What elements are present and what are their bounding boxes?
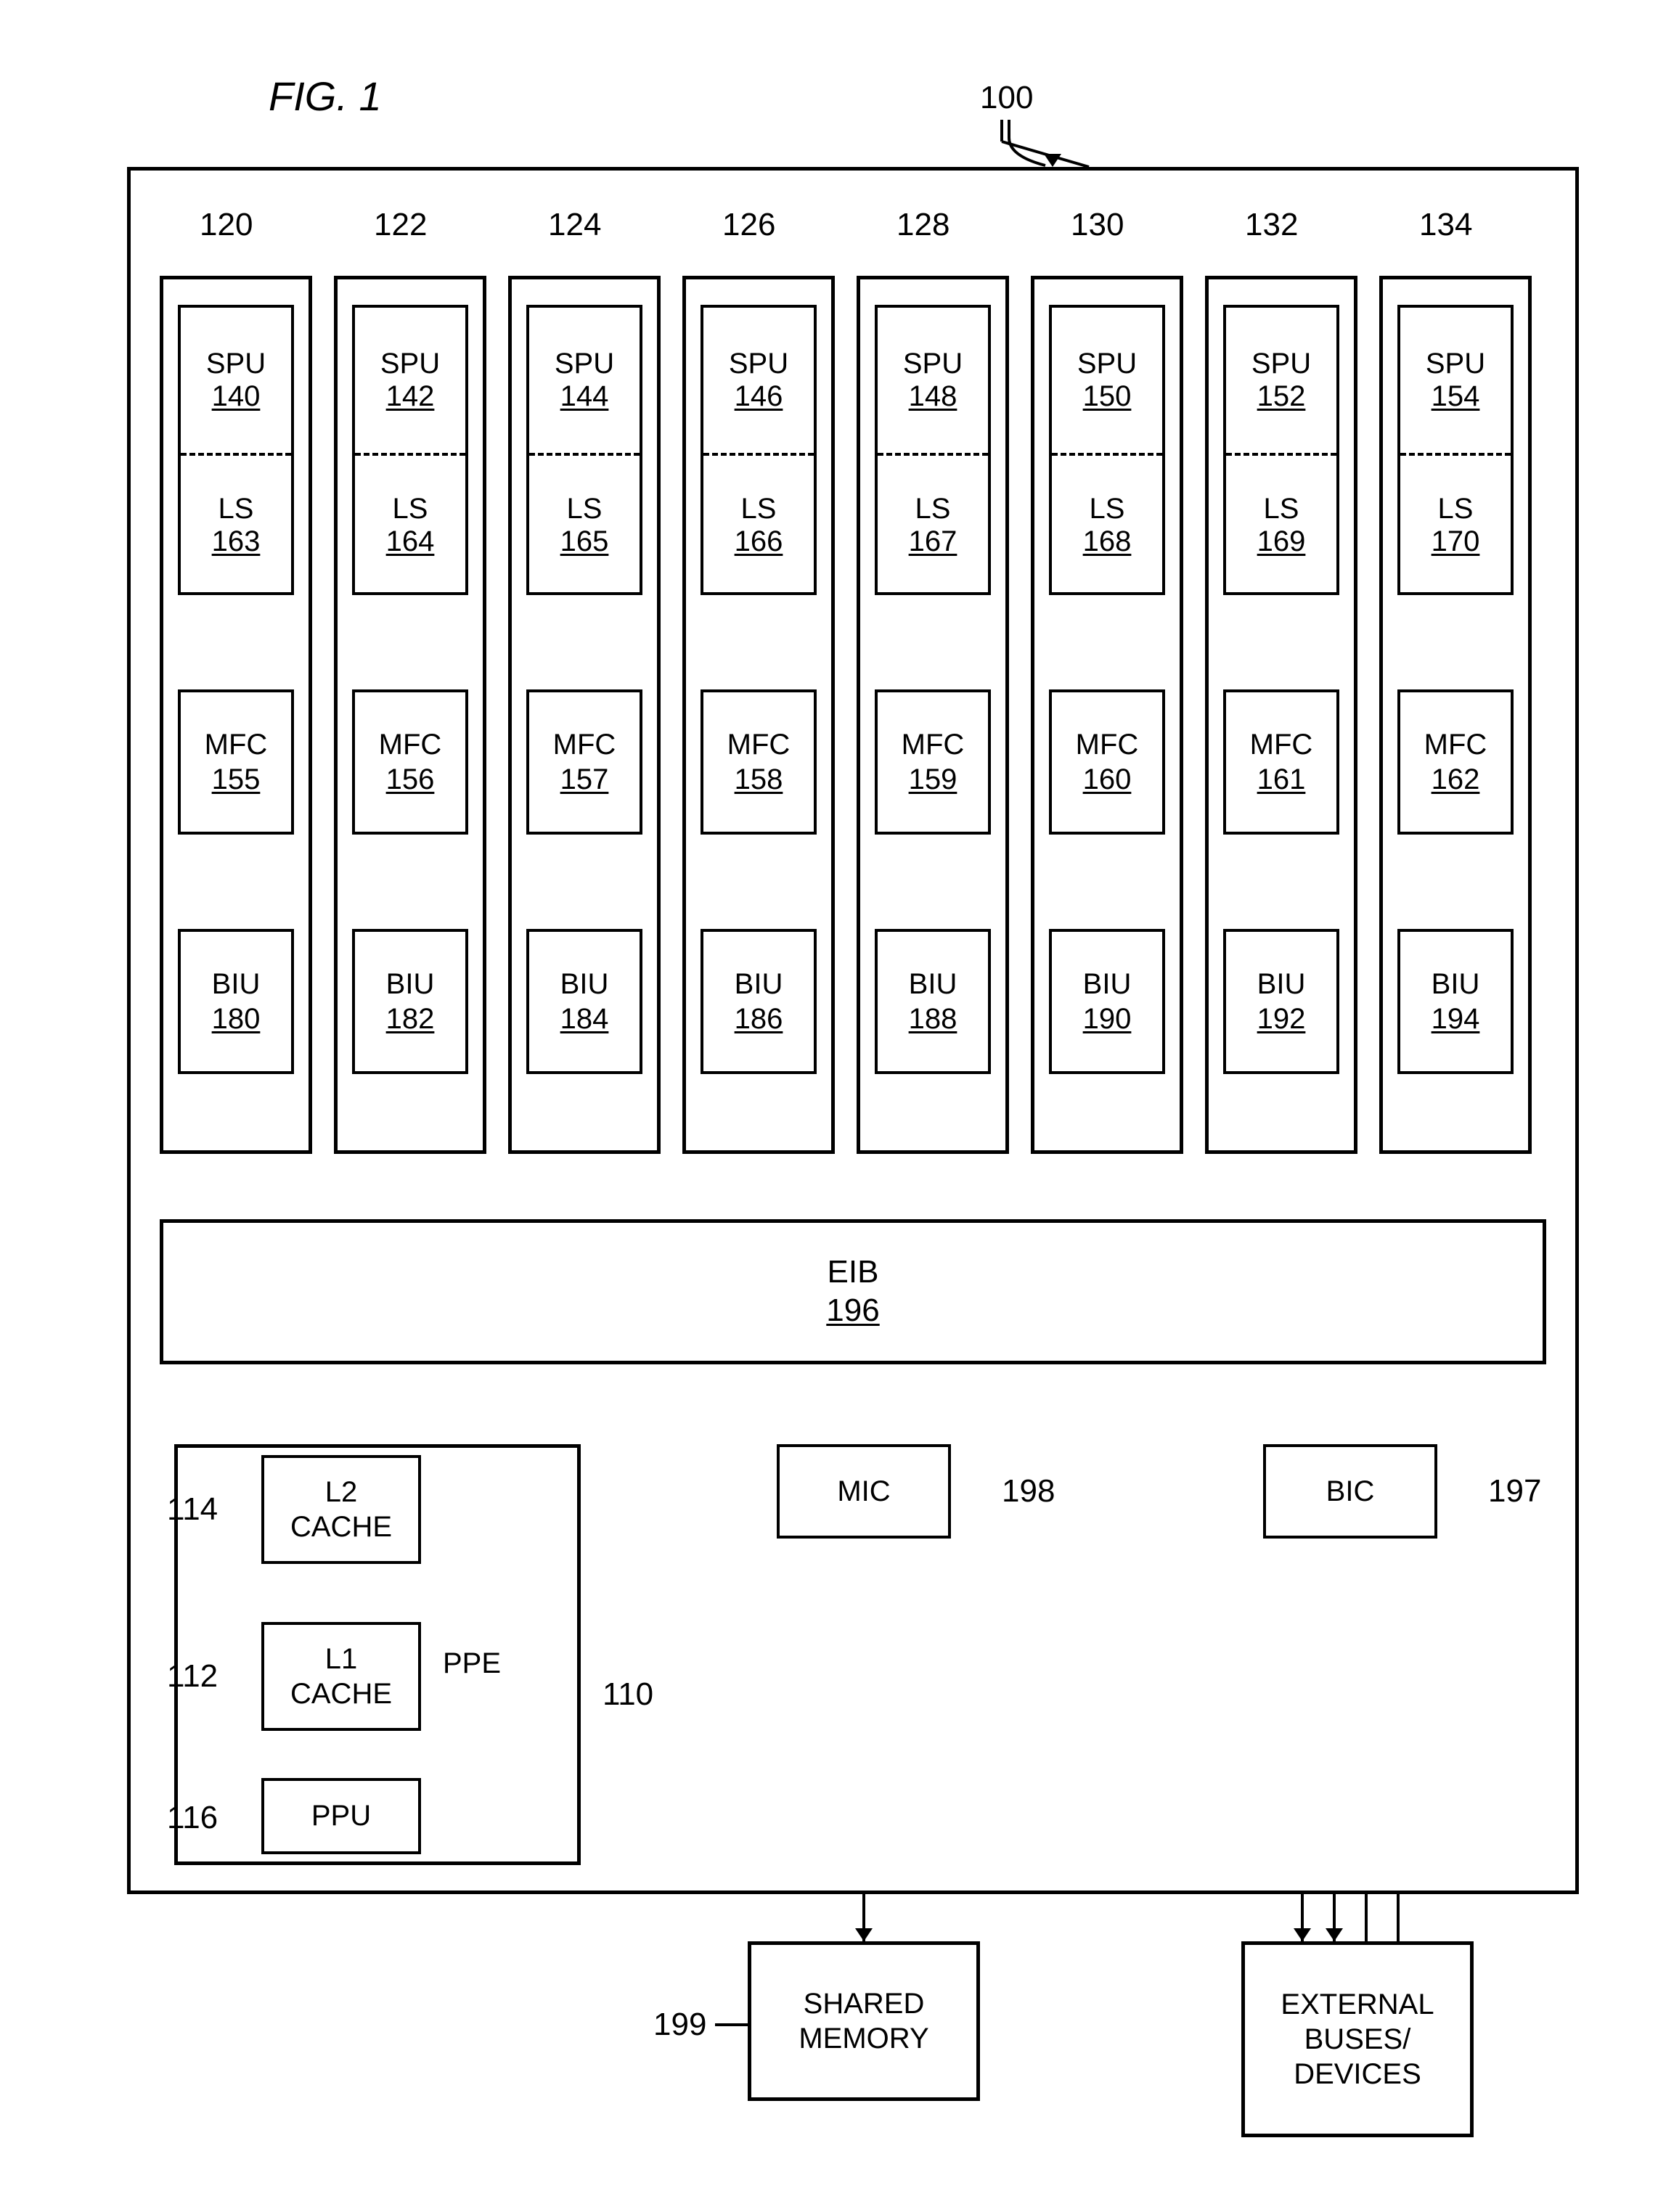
l1-cache: L1CACHE xyxy=(261,1622,421,1731)
ref-128: 128 xyxy=(897,207,950,243)
eib: EIB196 xyxy=(160,1219,1546,1364)
mfc-0: MFC155 xyxy=(178,689,294,835)
ppe-label: PPE xyxy=(443,1647,501,1680)
mfc-2: MFC157 xyxy=(526,689,642,835)
diagram-canvas: FIG. 1 100 120 SPU140LS163 MFC155 BIU180 122 SP… xyxy=(15,15,1658,2197)
external-buses-devices: EXTERNALBUSES/DEVICES xyxy=(1241,1941,1474,2137)
mfc-5: MFC160 xyxy=(1049,689,1165,835)
bic: BIC xyxy=(1263,1444,1437,1539)
ref-198: 198 xyxy=(1002,1473,1055,1510)
spu-ls-1: SPU142LS164 xyxy=(352,305,468,595)
spu-ls-4: SPU148LS167 xyxy=(875,305,991,595)
ppu: PPU xyxy=(261,1778,421,1854)
ref-134: 134 xyxy=(1419,207,1472,243)
ref-120: 120 xyxy=(200,207,253,243)
l2-cache: L2CACHE xyxy=(261,1455,421,1564)
shared-memory: SHAREDMEMORY xyxy=(748,1941,980,2101)
ref-199: 199 xyxy=(653,2007,706,2043)
ref-122: 122 xyxy=(374,207,427,243)
mfc-7: MFC162 xyxy=(1397,689,1514,835)
biu-6: BIU192 xyxy=(1223,929,1339,1074)
mfc-6: MFC161 xyxy=(1223,689,1339,835)
spu-ls-2: SPU144LS165 xyxy=(526,305,642,595)
ref-110: 110 xyxy=(603,1676,653,1713)
mfc-1: MFC156 xyxy=(352,689,468,835)
figure-title: FIG. 1 xyxy=(269,73,382,120)
biu-3: BIU186 xyxy=(701,929,817,1074)
ref-197: 197 xyxy=(1488,1473,1541,1510)
biu-2: BIU184 xyxy=(526,929,642,1074)
spu-ls-6: SPU152LS169 xyxy=(1223,305,1339,595)
mic: MIC xyxy=(777,1444,951,1539)
ref-132: 132 xyxy=(1245,207,1298,243)
ref-130: 130 xyxy=(1071,207,1124,243)
mfc-4: MFC159 xyxy=(875,689,991,835)
spu-ls-7: SPU154LS170 xyxy=(1397,305,1514,595)
biu-7: BIU194 xyxy=(1397,929,1514,1074)
biu-1: BIU182 xyxy=(352,929,468,1074)
mfc-3: MFC158 xyxy=(701,689,817,835)
ref-116: 116 xyxy=(167,1800,218,1836)
biu-5: BIU190 xyxy=(1049,929,1165,1074)
spu-ls-3: SPU146LS166 xyxy=(701,305,817,595)
ref-126: 126 xyxy=(722,207,775,243)
spu-ls-0: SPU140LS163 xyxy=(178,305,294,595)
ref-100: 100 xyxy=(980,80,1033,116)
spu-ls-5: SPU150LS168 xyxy=(1049,305,1165,595)
biu-0: BIU180 xyxy=(178,929,294,1074)
biu-4: BIU188 xyxy=(875,929,991,1074)
ref-114: 114 xyxy=(167,1491,218,1528)
ref-124: 124 xyxy=(548,207,601,243)
ref-112: 112 xyxy=(167,1658,218,1695)
